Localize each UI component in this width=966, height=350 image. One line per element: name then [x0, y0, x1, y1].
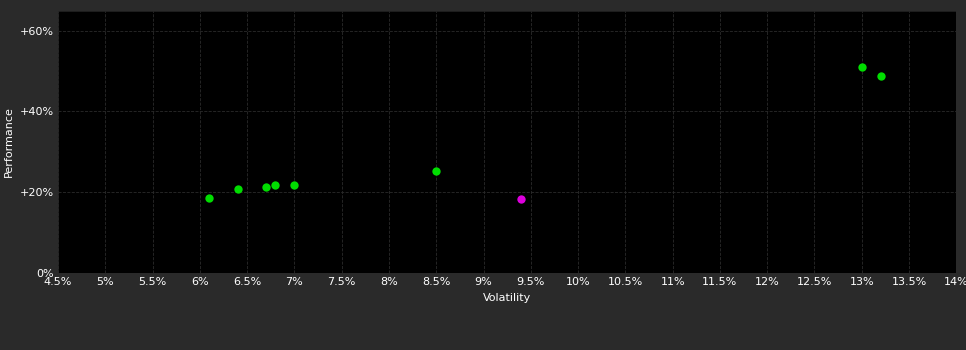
Point [268, 182, 283, 188]
Point [854, 64, 869, 70]
Point [514, 196, 529, 202]
Y-axis label: Performance: Performance [4, 106, 14, 177]
Point [230, 187, 245, 192]
Point [287, 182, 302, 188]
Point [873, 73, 889, 79]
Point [202, 196, 217, 201]
Point [429, 168, 444, 174]
Point [258, 184, 273, 190]
X-axis label: Volatility: Volatility [483, 293, 531, 303]
